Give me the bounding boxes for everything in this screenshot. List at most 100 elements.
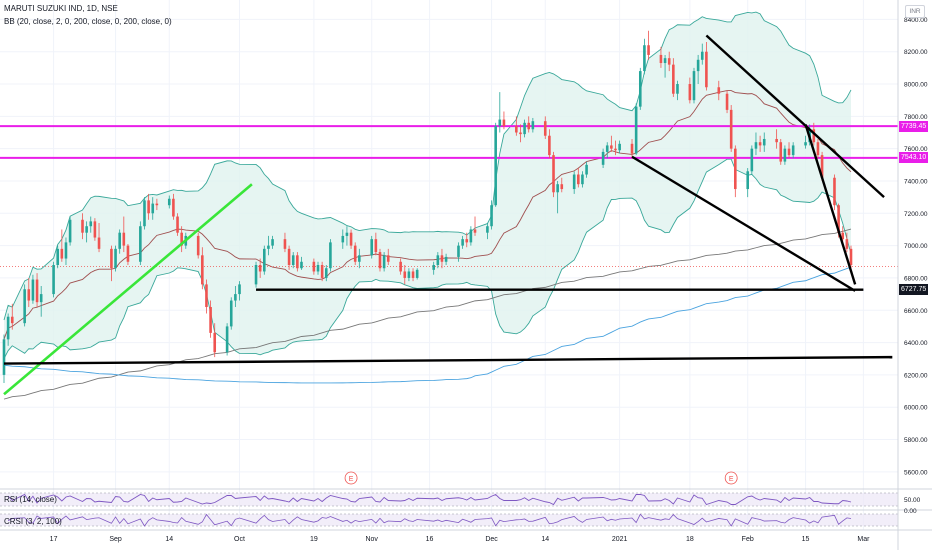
candle-body — [791, 145, 795, 156]
candle-body — [845, 239, 849, 249]
candle-body — [585, 164, 588, 175]
rsi-tick: 50.00 — [904, 497, 921, 504]
candle-body — [316, 265, 320, 272]
candle-body — [457, 245, 460, 257]
candle-body — [6, 316, 10, 340]
candle-body — [52, 265, 55, 295]
candle-body — [812, 129, 816, 143]
candle-body — [556, 184, 559, 193]
candle-body — [605, 145, 609, 152]
price-tick: 5800.00 — [904, 437, 928, 444]
candle-body — [725, 93, 729, 110]
candle-body — [746, 171, 750, 190]
rsi-line — [7, 493, 852, 506]
candle-body — [415, 269, 419, 278]
candle-body — [469, 229, 473, 243]
candle-body — [527, 122, 531, 130]
trendlines — [3, 34, 893, 396]
candle-body — [201, 255, 204, 285]
candle-body — [329, 242, 332, 269]
candle-body — [97, 237, 101, 249]
price-tick: 6200.00 — [904, 372, 928, 379]
candle-body — [196, 235, 200, 256]
candle-body — [353, 245, 357, 262]
price-label-7543: 7543.10 — [899, 152, 929, 164]
price-tick: 7600.00 — [904, 146, 928, 153]
candle-body — [572, 174, 576, 190]
candle-body — [502, 119, 506, 127]
candle-body — [122, 232, 126, 246]
candle-body — [432, 265, 435, 270]
trendline-0 — [3, 183, 253, 396]
candle-body — [254, 265, 258, 285]
candle-body — [296, 255, 299, 269]
time-tick: 14 — [165, 536, 173, 543]
candle-body — [403, 271, 407, 278]
candle-body — [581, 174, 584, 185]
candle-body — [126, 245, 130, 262]
price-tick: 6000.00 — [904, 405, 928, 412]
candle-body — [213, 332, 217, 353]
candle-body — [820, 155, 824, 178]
bb-legend: BB (20, close, 2, 0, 200, close, 0, 200,… — [4, 17, 172, 26]
candle-body — [676, 84, 679, 94]
candle-body — [630, 143, 634, 154]
time-tick: 19 — [310, 536, 318, 543]
candle-body — [176, 216, 179, 233]
candle-body — [234, 294, 237, 301]
candle-body — [465, 239, 469, 243]
candle-body — [341, 235, 345, 243]
candle-body — [411, 271, 415, 278]
candle-body — [312, 261, 316, 272]
price-tick: 7000.00 — [904, 243, 928, 250]
candle-body — [143, 200, 146, 227]
currency-button[interactable]: INR — [905, 5, 925, 18]
candle-body — [291, 255, 295, 266]
time-tick: 18 — [686, 536, 694, 543]
candle-body — [118, 232, 121, 249]
time-axis[interactable]: 17 Sep 14 Oct 19 Nov 16 Dec 14 2021 18 Feb 15 Mar — [50, 536, 870, 543]
candle-body — [39, 294, 43, 303]
bb-basis — [3, 90, 852, 340]
candle-body — [804, 142, 807, 146]
candle-body — [172, 198, 175, 217]
price-tick: 8400.00 — [904, 17, 928, 24]
crsi-line — [7, 513, 852, 527]
candle-body — [370, 239, 374, 256]
candle-body — [180, 232, 183, 246]
candle-body — [754, 142, 758, 149]
trendline-5 — [804, 124, 857, 285]
candle-body — [349, 232, 353, 246]
candle-body — [692, 71, 696, 101]
candle-body — [762, 138, 766, 146]
candle-body — [543, 121, 547, 136]
moving-averages — [3, 228, 852, 400]
time-tick: 15 — [802, 536, 810, 543]
candle-body — [81, 219, 84, 233]
time-tick: 14 — [541, 536, 549, 543]
price-axis[interactable]: 5600.00 5800.00 6000.00 6200.00 6400.00 6600.… — [897, 0, 928, 550]
price-tick: 7200.00 — [904, 211, 928, 218]
price-tick: 7800.00 — [904, 114, 928, 121]
candle-body — [577, 174, 580, 185]
candle-body — [287, 248, 291, 266]
ma-200 — [3, 228, 852, 400]
candle-body — [35, 279, 39, 303]
candle-body — [23, 289, 26, 324]
candle-body — [56, 248, 60, 266]
time-tick: Nov — [365, 536, 378, 543]
time-tick: Dec — [485, 536, 498, 543]
candle-body — [729, 109, 733, 149]
candle-body — [643, 45, 646, 72]
earnings-marker-label: E — [729, 476, 734, 483]
candle-body — [700, 51, 704, 60]
candle-body — [461, 239, 464, 246]
candle-body — [816, 142, 820, 156]
candle-body — [10, 316, 14, 324]
candle-body — [27, 289, 31, 301]
candle-body — [614, 148, 617, 151]
price-tick: 7400.00 — [904, 178, 928, 185]
price-label-last: 6727.75 — [899, 284, 929, 296]
